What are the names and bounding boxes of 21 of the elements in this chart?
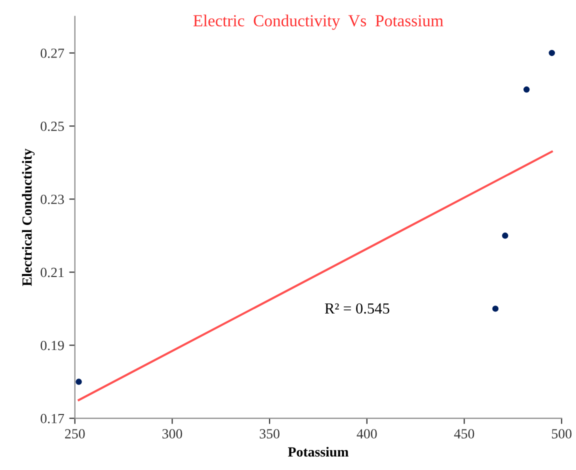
- y-tick-label: 0.23: [40, 194, 64, 204]
- x-tick-label: 450: [454, 429, 474, 438]
- x-tick-label: 300: [162, 429, 182, 438]
- point: [523, 86, 530, 93]
- y-tick-label: 0.21: [40, 268, 64, 278]
- y-tick-label: 0.17: [40, 414, 64, 424]
- y-axis-title: Electrical Conductivity: [22, 148, 35, 286]
- point: [548, 50, 555, 56]
- y-tick-label: 0.19: [40, 340, 64, 350]
- annotation: R² = 0.545: [324, 303, 390, 314]
- x-tick-label: 400: [356, 429, 377, 438]
- x-axis-title: Potassium: [288, 446, 348, 457]
- y-tick-label: 0.27: [40, 48, 64, 58]
- point: [502, 232, 508, 239]
- x-tick-label: 250: [65, 429, 85, 438]
- y-tick-label: 0.25: [40, 122, 64, 132]
- point: [76, 378, 82, 385]
- chart-title: Electric Conductivity Vs Potassium: [193, 14, 444, 30]
- x-tick-label: 350: [260, 429, 280, 438]
- point: [492, 306, 499, 312]
- x-tick-label: 500: [552, 429, 572, 438]
